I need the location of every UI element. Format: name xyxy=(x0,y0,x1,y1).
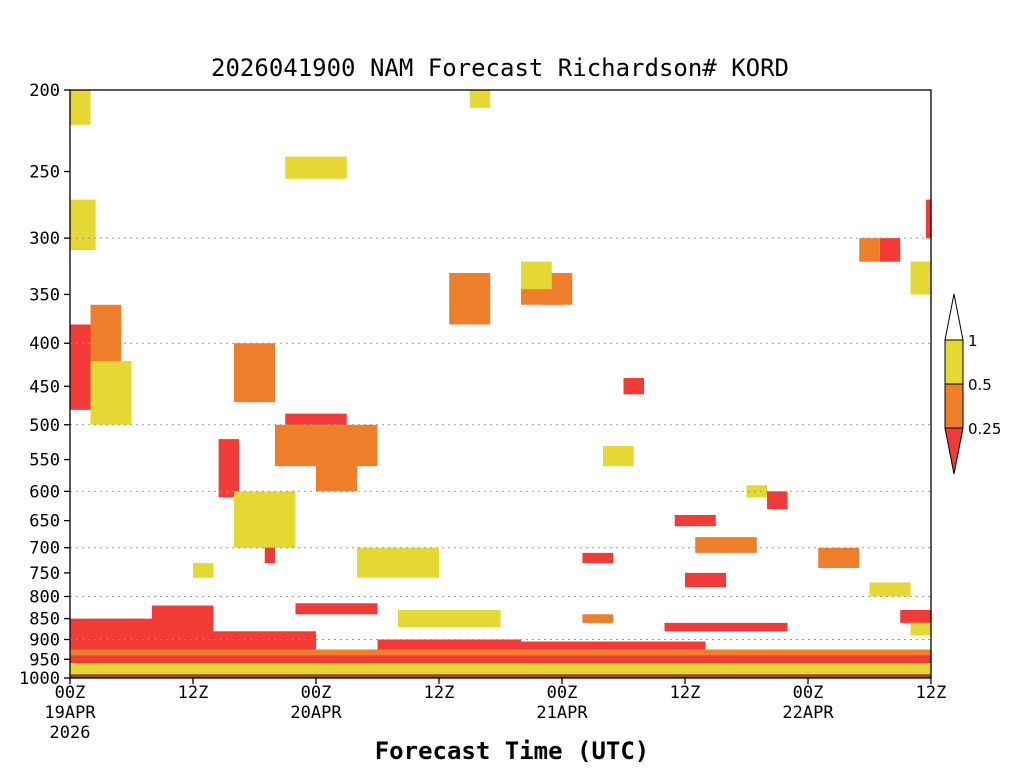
ri-cell xyxy=(234,491,296,548)
x-tick-label: 12Z xyxy=(670,683,701,703)
x-tick-label: 12Z xyxy=(424,683,455,703)
ri-cell xyxy=(521,641,706,650)
y-tick-label: 450 xyxy=(29,377,60,397)
ri-cell xyxy=(275,424,378,467)
colorbar-top-arrow xyxy=(944,293,964,341)
y-tick-label: 200 xyxy=(29,81,60,101)
ri-cell xyxy=(859,238,880,262)
ri-cell xyxy=(377,639,521,650)
ri-cell xyxy=(218,439,240,498)
x-tick-label: 22APR xyxy=(782,703,834,723)
pressure-gridlines xyxy=(70,237,931,641)
ri-cell xyxy=(521,261,552,290)
ri-cell xyxy=(685,572,726,588)
y-tick-label: 600 xyxy=(29,482,60,502)
ri-cell xyxy=(767,491,788,510)
ri-cell xyxy=(70,651,931,664)
x-tick-label: 12Z xyxy=(916,683,947,703)
y-tick-label: 850 xyxy=(29,610,60,630)
ri-cell xyxy=(70,199,96,251)
y-tick-label: 750 xyxy=(29,564,60,584)
ri-cell xyxy=(264,537,275,564)
ri-cell xyxy=(746,485,767,498)
colorbar-segment xyxy=(944,339,964,385)
ri-cell xyxy=(910,261,931,295)
colorbar-label: 0.5 xyxy=(968,376,992,394)
ri-cell xyxy=(674,514,716,527)
colorbar-segment xyxy=(944,383,964,429)
y-tick-label: 650 xyxy=(29,512,60,532)
ri-cell xyxy=(316,459,357,492)
ri-cell xyxy=(213,631,316,652)
y-tick-label: 900 xyxy=(29,631,60,651)
ri-cell xyxy=(398,609,501,628)
ri-cell xyxy=(623,378,644,395)
y-tick-label: 950 xyxy=(29,650,60,670)
surface-band xyxy=(70,674,931,678)
ri-cell xyxy=(449,272,491,325)
plot-frame xyxy=(69,89,932,679)
ri-cell xyxy=(910,622,931,636)
x-tick-label: 21APR xyxy=(536,703,588,723)
ri-cell xyxy=(603,446,634,467)
ri-cell xyxy=(70,90,91,125)
ri-cell xyxy=(70,663,931,675)
y-tick-label: 1000 xyxy=(19,669,60,689)
colorbar-bottom-arrow xyxy=(944,427,964,475)
y-tick-label: 400 xyxy=(29,334,60,354)
y-tick-label: 250 xyxy=(29,163,60,183)
x-tick-label: 00Z xyxy=(793,683,824,703)
ri-cell xyxy=(582,614,614,623)
ri-cell xyxy=(90,361,132,425)
chart-title: 2026041900 NAM Forecast Richardson# KORD xyxy=(211,54,789,82)
ri-cell xyxy=(357,547,439,578)
ri-cell xyxy=(285,413,347,429)
x-tick-label: 00Z xyxy=(55,683,86,703)
x-tick-label: 19APR xyxy=(44,703,96,723)
ri-cell xyxy=(664,622,788,632)
ri-cell xyxy=(869,582,911,597)
ri-cell xyxy=(879,238,901,262)
y-tick-label: 350 xyxy=(29,285,60,305)
y-tick-label: 550 xyxy=(29,451,60,471)
ri-cell xyxy=(234,343,275,403)
ri-cell xyxy=(900,609,931,623)
x-tick-label: 00Z xyxy=(547,683,578,703)
colorbar-label: 0.25 xyxy=(968,420,1001,438)
ri-cells xyxy=(70,90,931,678)
ri-cell xyxy=(152,605,214,628)
ri-cell xyxy=(469,90,491,108)
x-tick-label: 20APR xyxy=(290,703,342,723)
ri-cell xyxy=(695,537,757,553)
ri-cell xyxy=(295,603,378,615)
ri-cell xyxy=(818,547,860,568)
x-tick-label: 00Z xyxy=(301,683,332,703)
ri-cell xyxy=(582,552,614,564)
y-tick-label: 500 xyxy=(29,416,60,436)
y-tick-label: 800 xyxy=(29,587,60,607)
x-axis-label: Forecast Time (UTC) xyxy=(375,737,650,765)
colorbar-legend: 0.25 0.5 1 xyxy=(944,293,1001,475)
y-tick-label: 300 xyxy=(29,229,60,249)
ri-cell xyxy=(193,563,214,578)
x-tick-label: 12Z xyxy=(178,683,209,703)
ri-cell xyxy=(925,199,931,239)
y-tick-label: 700 xyxy=(29,539,60,559)
ri-cell xyxy=(70,649,931,656)
pressure-axis: 200 250 300 350 400 450 500 550 600 650 700 750 800 8… xyxy=(19,81,70,689)
ri-cell xyxy=(285,156,347,179)
x-tick-label: 2026 xyxy=(50,723,91,743)
colorbar-label: 1 xyxy=(968,332,978,350)
